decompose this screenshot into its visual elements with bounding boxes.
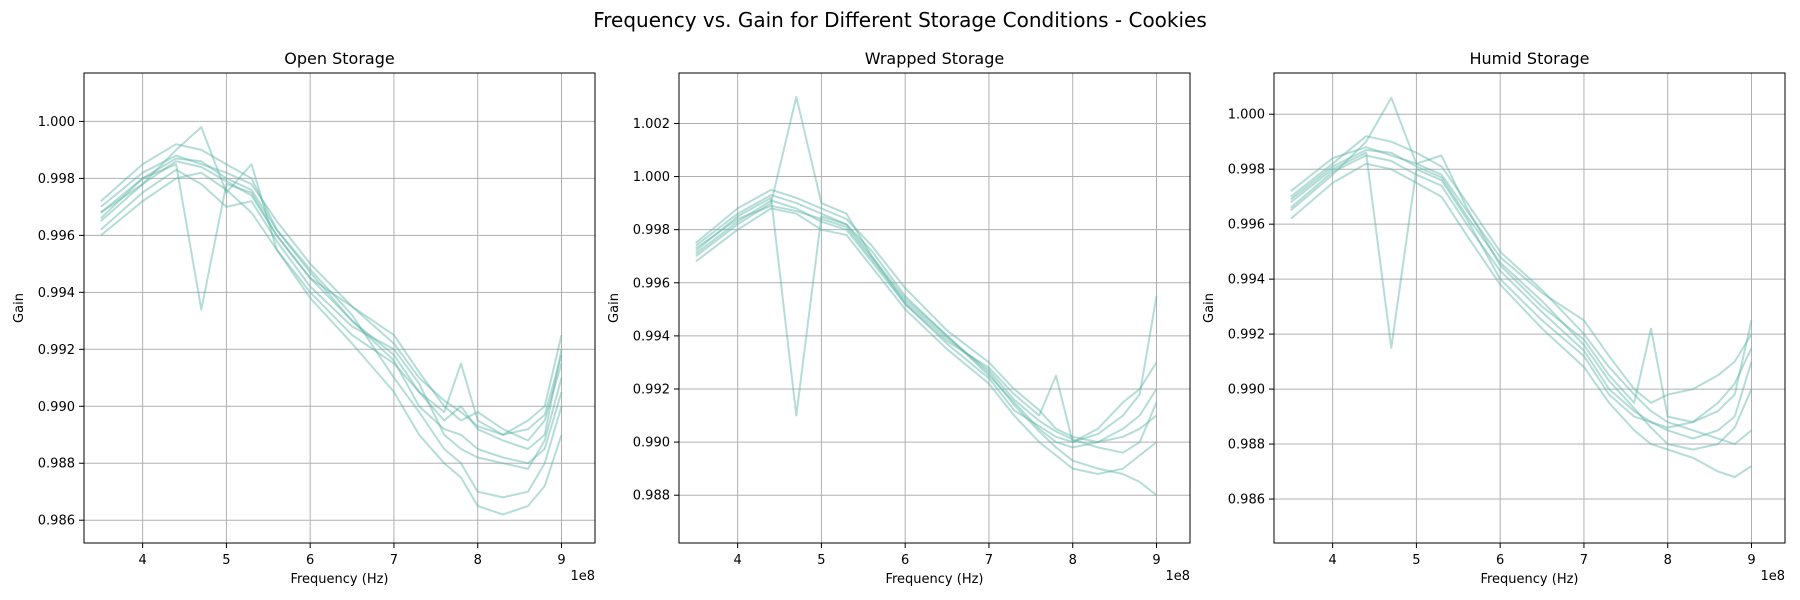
- y-axis-label: Gain: [12, 293, 27, 323]
- x-axis-label: Frequency (Hz): [290, 572, 388, 587]
- y-tick-label: 0.990: [1228, 383, 1265, 398]
- y-tick-label: 0.986: [38, 514, 75, 529]
- y-tick-label: 0.988: [38, 457, 75, 472]
- series-line-5: [100, 143, 563, 499]
- y-axis-label: Gain: [1202, 293, 1217, 323]
- y-tick-label: 0.994: [633, 329, 670, 344]
- y-tick-label: 0.990: [38, 400, 75, 415]
- x-offset-label: 1e8: [1760, 569, 1785, 584]
- y-tick-label: 0.994: [1228, 273, 1265, 288]
- y-tick-label: 0.988: [633, 489, 670, 504]
- series-line-2: [695, 95, 1158, 444]
- y-tick-label: 1.000: [38, 115, 75, 130]
- y-tick-label: 0.992: [633, 382, 670, 397]
- y-tick-label: 0.998: [1228, 163, 1265, 178]
- subplot-2: 4 5 6 7 8 9 0.988 0.990 0.992 0.994 0.996 0.998 1.00…: [607, 49, 1191, 587]
- x-tick-label: 6: [306, 553, 314, 568]
- x-tick-label: 7: [985, 553, 993, 568]
- series-line-7: [695, 204, 1158, 454]
- subplots: 4 5 6 7 8 9 0.986 0.988 0.990 0.992 0.994 0.996 0.99…: [12, 49, 1786, 587]
- series-line-7: [1290, 149, 1753, 451]
- series-line-7: [100, 160, 563, 436]
- x-offset-label: 1e8: [1165, 569, 1190, 584]
- series-line-3: [100, 154, 563, 442]
- x-tick-label: 4: [138, 553, 146, 568]
- x-tick-label: 9: [557, 553, 565, 568]
- series-line-5: [1290, 135, 1753, 446]
- x-axis-label: Frequency (Hz): [885, 572, 983, 587]
- series-line-3: [695, 188, 1158, 444]
- x-axis-label: Frequency (Hz): [1480, 572, 1578, 587]
- subplot-3: 4 5 6 7 8 9 0.986 0.988 0.990 0.992 0.994 0.996 0.99…: [1202, 49, 1786, 587]
- y-tick-label: 1.000: [633, 170, 670, 185]
- axes-frame: [1273, 72, 1786, 544]
- y-axis-label: Gain: [607, 293, 622, 323]
- series-line-1: [1290, 151, 1753, 440]
- y-tick-label: 0.996: [38, 229, 75, 244]
- series-line-6: [695, 199, 1158, 444]
- x-tick-label: 9: [1747, 553, 1755, 568]
- x-tick-label: 9: [1152, 553, 1160, 568]
- y-tick-label: 0.994: [38, 286, 75, 301]
- y-tick-label: 0.990: [633, 436, 670, 451]
- x-tick-label: 5: [1412, 553, 1420, 568]
- series-line-3: [1290, 146, 1753, 404]
- x-tick-label: 4: [733, 553, 741, 568]
- x-tick-label: 4: [1328, 553, 1336, 568]
- y-tick-label: 0.992: [38, 343, 75, 358]
- y-tick-label: 0.996: [633, 276, 670, 291]
- subplot-1: 4 5 6 7 8 9 0.986 0.988 0.990 0.992 0.994 0.996 0.99…: [12, 49, 596, 587]
- series-line-6: [1290, 154, 1753, 429]
- x-tick-label: 5: [222, 553, 230, 568]
- series-line-4: [695, 207, 1158, 475]
- y-tick-label: 1.002: [633, 117, 670, 132]
- series-line-4: [1290, 162, 1753, 478]
- series-line-4: [100, 168, 563, 470]
- axes-frame: [83, 72, 596, 544]
- subplot-title: Humid Storage: [1469, 49, 1589, 68]
- x-tick-label: 7: [390, 553, 398, 568]
- axes-frame: [678, 72, 1191, 544]
- subplot-title: Wrapped Storage: [865, 49, 1004, 68]
- figure-title: Frequency vs. Gain for Different Storage…: [593, 8, 1207, 32]
- y-tick-label: 1.000: [1228, 108, 1265, 123]
- x-offset-label: 1e8: [570, 569, 595, 584]
- series-line-1: [695, 196, 1158, 449]
- x-tick-label: 6: [1496, 553, 1504, 568]
- x-tick-label: 7: [1580, 553, 1588, 568]
- y-tick-label: 0.992: [1228, 328, 1265, 343]
- x-tick-label: 8: [474, 553, 482, 568]
- y-tick-label: 0.998: [633, 223, 670, 238]
- y-tick-label: 0.986: [1228, 493, 1265, 508]
- y-tick-label: 0.998: [38, 172, 75, 187]
- series-line-2: [100, 126, 563, 436]
- x-tick-label: 6: [901, 553, 909, 568]
- series-line-1: [100, 163, 563, 450]
- series-line-5: [695, 194, 1158, 496]
- series-line-2: [1290, 96, 1753, 424]
- series-line-6: [100, 171, 563, 516]
- x-tick-label: 8: [1664, 553, 1672, 568]
- y-tick-label: 0.988: [1228, 438, 1265, 453]
- y-tick-label: 0.996: [1228, 218, 1265, 233]
- x-tick-label: 5: [817, 553, 825, 568]
- series-line-8: [100, 157, 563, 465]
- subplot-title: Open Storage: [284, 49, 394, 68]
- x-tick-label: 8: [1069, 553, 1077, 568]
